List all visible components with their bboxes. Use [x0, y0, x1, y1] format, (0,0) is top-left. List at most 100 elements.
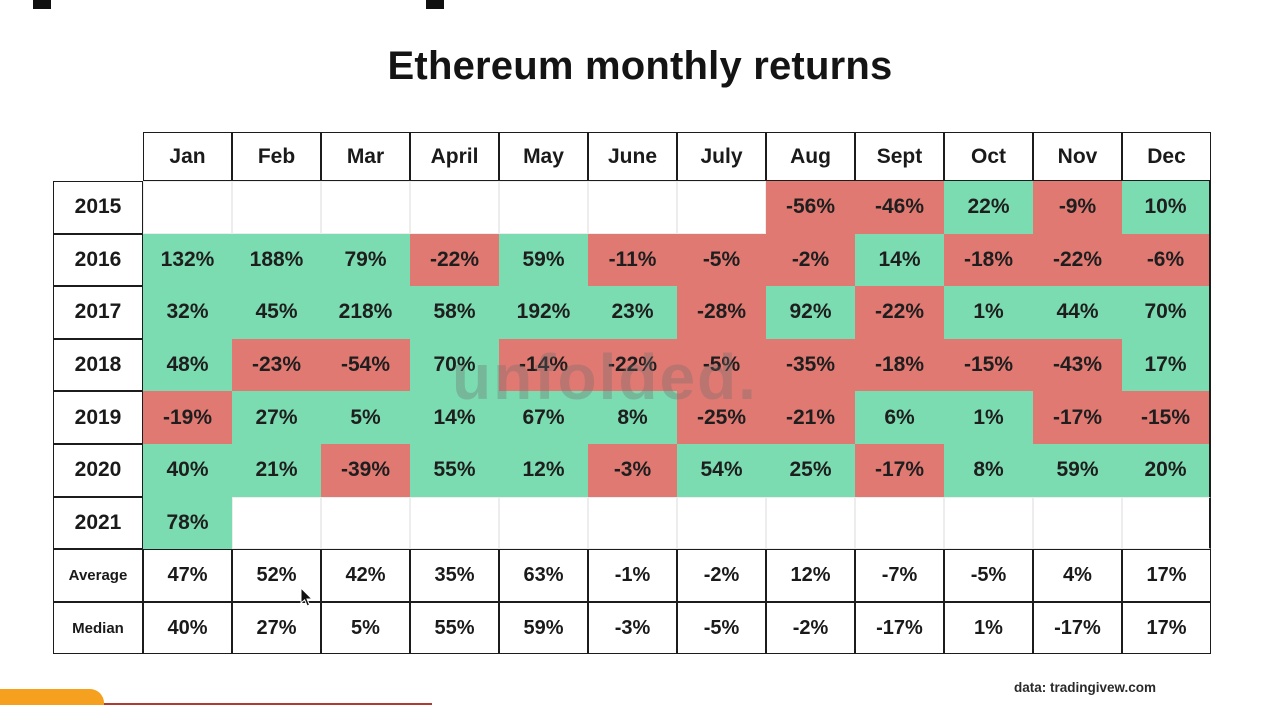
video-marker-icon: [426, 0, 444, 9]
video-marker-icon: [33, 0, 51, 9]
return-cell: -43%: [1033, 338, 1122, 392]
return-cell: 218%: [321, 286, 410, 339]
summary-value-cell: -2%: [766, 602, 855, 655]
summary-value-cell: 1%: [944, 602, 1033, 655]
month-header-cell: April: [410, 132, 499, 181]
summary-value-cell: 59%: [499, 602, 588, 655]
year-label-cell: 2016: [53, 233, 143, 287]
return-cell: 40%: [143, 443, 232, 497]
return-cell: -15%: [1122, 391, 1211, 444]
page-title: Ethereum monthly returns: [387, 44, 893, 88]
return-cell: -19%: [143, 391, 232, 444]
summary-value-cell: 52%: [232, 549, 321, 603]
month-header-cell: Nov: [1033, 132, 1122, 181]
progress-bar: [0, 703, 432, 705]
summary-value-cell: -3%: [588, 602, 677, 655]
return-cell: -14%: [499, 338, 588, 392]
return-cell: -25%: [677, 391, 766, 444]
summary-value-cell: 12%: [766, 549, 855, 603]
table-corner-cell: [53, 132, 143, 181]
month-header-cell: June: [588, 132, 677, 181]
return-cell: -17%: [1033, 391, 1122, 444]
return-cell: -18%: [944, 233, 1033, 287]
summary-value-cell: 55%: [410, 602, 499, 655]
summary-value-cell: 17%: [1122, 549, 1211, 603]
return-cell: -56%: [766, 181, 855, 234]
return-cell: 59%: [499, 233, 588, 287]
return-cell: 192%: [499, 286, 588, 339]
return-cell: 1%: [944, 391, 1033, 444]
return-cell: [1122, 496, 1211, 550]
return-cell: 6%: [855, 391, 944, 444]
summary-value-cell: -5%: [677, 602, 766, 655]
return-cell: -54%: [321, 338, 410, 392]
return-cell: [677, 496, 766, 550]
summary-value-cell: -17%: [1033, 602, 1122, 655]
return-cell: 188%: [232, 233, 321, 287]
return-cell: [410, 181, 499, 234]
return-cell: [232, 181, 321, 234]
return-cell: 58%: [410, 286, 499, 339]
return-cell: 67%: [499, 391, 588, 444]
return-cell: 79%: [321, 233, 410, 287]
return-cell: 44%: [1033, 286, 1122, 339]
return-cell: [232, 496, 321, 550]
brand-corner-shape: [0, 689, 104, 705]
month-header-cell: Feb: [232, 132, 321, 181]
return-cell: 54%: [677, 443, 766, 497]
return-cell: -18%: [855, 338, 944, 392]
return-cell: -46%: [855, 181, 944, 234]
year-label-cell: 2020: [53, 443, 143, 497]
return-cell: 14%: [410, 391, 499, 444]
year-label-cell: 2019: [53, 391, 143, 444]
return-cell: 17%: [1122, 338, 1211, 392]
return-cell: 27%: [232, 391, 321, 444]
return-cell: 25%: [766, 443, 855, 497]
return-cell: [499, 496, 588, 550]
summary-label-cell: Median: [53, 602, 143, 655]
year-label-cell: 2017: [53, 286, 143, 339]
return-cell: -35%: [766, 338, 855, 392]
summary-value-cell: 27%: [232, 602, 321, 655]
return-cell: [410, 496, 499, 550]
return-cell: 55%: [410, 443, 499, 497]
return-cell: [588, 181, 677, 234]
month-header-cell: Sept: [855, 132, 944, 181]
return-cell: 1%: [944, 286, 1033, 339]
summary-value-cell: -17%: [855, 602, 944, 655]
return-cell: 22%: [944, 181, 1033, 234]
return-cell: 21%: [232, 443, 321, 497]
summary-value-cell: 17%: [1122, 602, 1211, 655]
summary-value-cell: -7%: [855, 549, 944, 603]
data-source-note: data: tradingivew.com: [1013, 680, 1156, 695]
return-cell: 23%: [588, 286, 677, 339]
return-cell: 14%: [855, 233, 944, 287]
return-cell: 5%: [321, 391, 410, 444]
return-cell: -11%: [588, 233, 677, 287]
returns-table: Jan Feb Mar April May June July Aug Sept Oct Nov De…: [53, 132, 1211, 655]
year-label-cell: 2021: [53, 496, 143, 550]
return-cell: -22%: [1033, 233, 1122, 287]
return-cell: 20%: [1122, 443, 1211, 497]
return-cell: [944, 496, 1033, 550]
month-header-cell: Oct: [944, 132, 1033, 181]
return-cell: -2%: [766, 233, 855, 287]
summary-value-cell: 4%: [1033, 549, 1122, 603]
return-cell: 132%: [143, 233, 232, 287]
month-header-cell: May: [499, 132, 588, 181]
summary-value-cell: -1%: [588, 549, 677, 603]
return-cell: -5%: [677, 233, 766, 287]
year-label-cell: 2018: [53, 338, 143, 392]
year-label-cell: 2015: [53, 181, 143, 234]
month-header-cell: July: [677, 132, 766, 181]
return-cell: [677, 181, 766, 234]
month-header-cell: Jan: [143, 132, 232, 181]
month-header-cell: Mar: [321, 132, 410, 181]
return-cell: 32%: [143, 286, 232, 339]
summary-value-cell: 5%: [321, 602, 410, 655]
return-cell: -17%: [855, 443, 944, 497]
return-cell: -6%: [1122, 233, 1211, 287]
return-cell: -39%: [321, 443, 410, 497]
return-cell: [588, 496, 677, 550]
return-cell: 8%: [944, 443, 1033, 497]
